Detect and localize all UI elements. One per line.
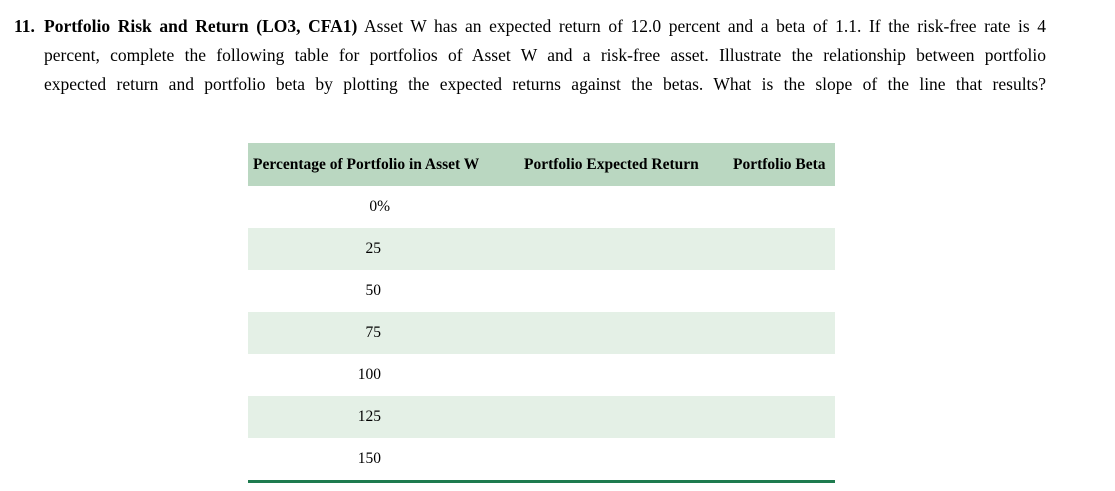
header-portfolio-expected-return: Portfolio Expected Return bbox=[524, 155, 699, 173]
cell-percentage: 125 bbox=[357, 408, 381, 425]
table-row: 25 bbox=[248, 228, 835, 270]
cell-percentage: 150 bbox=[357, 450, 381, 467]
table-row: 50 bbox=[248, 270, 835, 312]
cell-percentage: 25 bbox=[365, 240, 382, 257]
header-portfolio-beta: Portfolio Beta bbox=[733, 155, 826, 173]
table-row: 125 bbox=[248, 396, 835, 438]
cell-percentage: 75 bbox=[365, 324, 382, 341]
portfolio-table: Percentage of Portfolio in Asset W Portf… bbox=[248, 143, 835, 483]
cell-percentage: 50 bbox=[365, 282, 382, 299]
percentage-value: 0% bbox=[369, 198, 390, 215]
problem-text-line-1-rest: Asset W has an expected return of 12.0 p… bbox=[357, 16, 1046, 36]
table-row: 150 bbox=[248, 438, 835, 480]
table-row: 100 bbox=[248, 354, 835, 396]
header-percentage-of-portfolio: Percentage of Portfolio in Asset W bbox=[253, 155, 480, 173]
problem-number: 11. bbox=[14, 16, 35, 36]
cell-percentage: 100 bbox=[357, 366, 381, 383]
problem-text-line-2: percent, complete the following table fo… bbox=[44, 45, 1046, 65]
problem-text-line-3: expected return and portfolio beta by pl… bbox=[44, 74, 1046, 94]
problem-statement: 11. Portfolio Risk and Return (LO3, CFA1… bbox=[14, 12, 1048, 99]
problem-text: Portfolio Risk and Return (LO3, CFA1) As… bbox=[44, 12, 1046, 99]
table-header-row: Percentage of Portfolio in Asset W Portf… bbox=[248, 143, 835, 186]
problem-title: Portfolio Risk and Return (LO3, CFA1) bbox=[44, 16, 358, 36]
table-row: 0% bbox=[248, 186, 835, 228]
cell-percentage: 0% bbox=[248, 198, 390, 216]
problem-text-line-1: Portfolio Risk and Return (LO3, CFA1) As… bbox=[44, 12, 1046, 41]
table-row: 75 bbox=[248, 312, 835, 354]
